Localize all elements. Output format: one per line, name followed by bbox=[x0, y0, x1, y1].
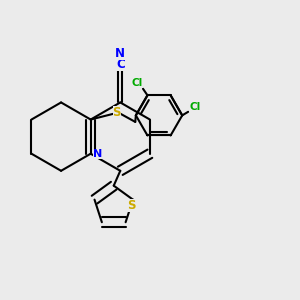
Text: S: S bbox=[127, 199, 136, 212]
Text: Cl: Cl bbox=[131, 78, 143, 88]
Text: N: N bbox=[93, 149, 102, 159]
Text: C: C bbox=[116, 58, 125, 71]
Text: N: N bbox=[115, 47, 125, 61]
Text: S: S bbox=[112, 106, 121, 119]
Text: Cl: Cl bbox=[189, 102, 200, 112]
